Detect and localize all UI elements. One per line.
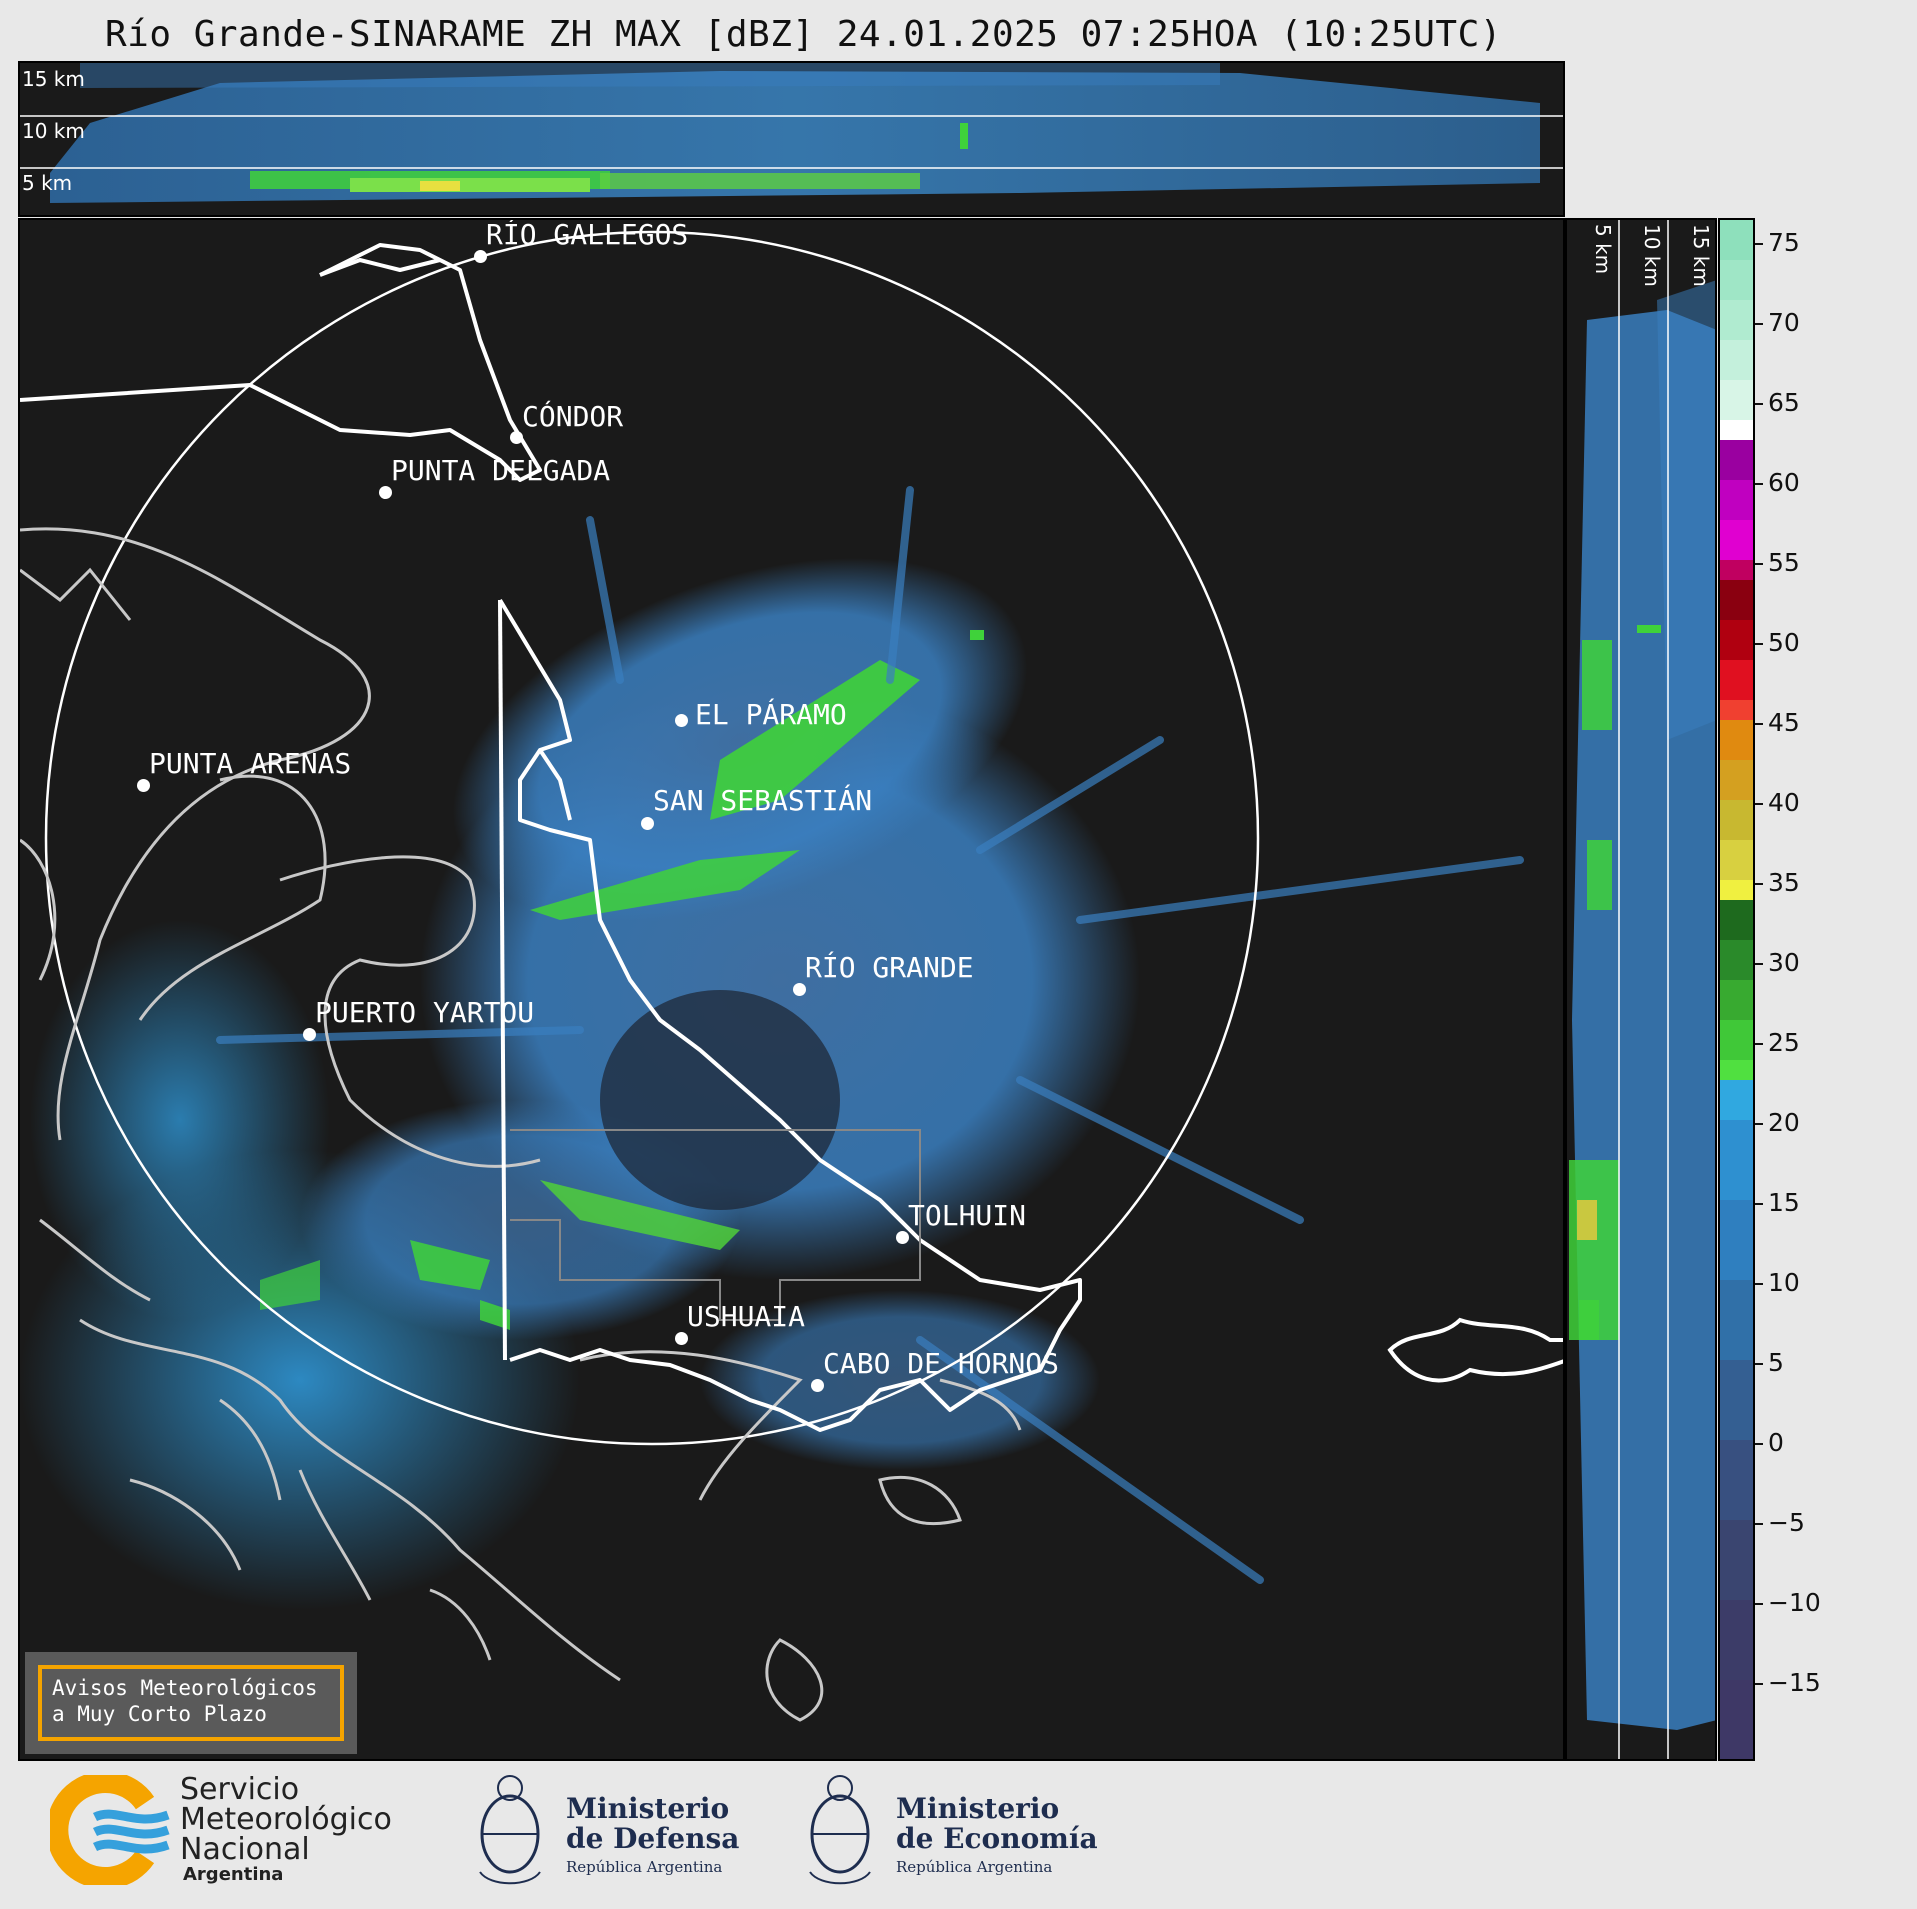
colorbar-tick-30: 30 [1768, 948, 1800, 977]
city-label-cabo-de-hornos: CABO DE HORNOS [823, 1347, 1060, 1380]
smn-logo: Servicio Meteorológico Nacional Argentin… [50, 1775, 420, 1885]
colorbar-tick-0: 0 [1768, 1428, 1784, 1457]
colorbar-tick-40: 40 [1768, 788, 1800, 817]
height-label-15km: 15 km [22, 67, 85, 91]
city-label-punta-delgada: PUNTA DELGADA [391, 454, 611, 487]
colorbar-tick-60: 60 [1768, 468, 1800, 497]
height-label-5km: 5 km [22, 171, 73, 195]
dbz-colorbar [1718, 218, 1755, 1761]
city-marker-condor [510, 431, 523, 444]
ministerio-economia-logo: Ministerio de Economía República Argenti… [800, 1762, 1100, 1902]
city-marker-ushuaia [675, 1332, 688, 1345]
city-label-tolhuin: TOLHUIN [908, 1199, 1027, 1232]
city-label-rio-grande: RÍO GRANDE [805, 951, 974, 984]
colorbar-tick-minus10: −10 [1768, 1588, 1821, 1617]
warning-label: Avisos Meteorológicos a Muy Corto Plazo [38, 1665, 344, 1741]
colorbar-tick-5: 5 [1768, 1348, 1784, 1377]
coat-of-arms-icon [479, 1775, 541, 1885]
city-marker-puerto-yartou [303, 1028, 316, 1041]
height-label-10km: 10 km [22, 119, 85, 143]
colorbar-tick-75: 75 [1768, 228, 1800, 257]
page-title: Río Grande-SINARAME ZH MAX [dBZ] 24.01.2… [105, 14, 1502, 55]
city-marker-tolhuin [896, 1231, 909, 1244]
side-height-label-5km: 5 km [1591, 224, 1615, 275]
colorbar-tick-70: 70 [1768, 308, 1800, 337]
colorbar-tick-45: 45 [1768, 708, 1800, 737]
city-marker-el-paramo [675, 714, 688, 727]
colorbar-tick-15: 15 [1768, 1188, 1800, 1217]
smn-logo-icon [50, 1775, 170, 1885]
city-label-puerto-yartou: PUERTO YARTOU [315, 996, 535, 1029]
city-label-punta-arenas: PUNTA ARENAS [149, 747, 352, 780]
city-label-el-paramo: EL PÁRAMO [695, 698, 847, 731]
radar-image [20, 230, 1563, 1722]
colorbar-tick-35: 35 [1768, 868, 1800, 897]
colorbar-tick-10: 10 [1768, 1268, 1800, 1297]
colorbar-tick-minus5: −5 [1768, 1508, 1805, 1537]
side-height-label-10km: 10 km [1640, 224, 1664, 287]
ministerio-defensa-logo: Ministerio de Defensa República Argentin… [470, 1762, 750, 1902]
colorbar-tick-20: 20 [1768, 1108, 1800, 1137]
colorbar-tick-50: 50 [1768, 628, 1800, 657]
city-marker-punta-arenas [137, 779, 150, 792]
city-marker-rio-grande [793, 983, 806, 996]
colorbar-tick-55: 55 [1768, 548, 1800, 577]
colorbar-tick-65: 65 [1768, 388, 1800, 417]
warning-box: Avisos Meteorológicos a Muy Corto Plazo [25, 1652, 357, 1754]
colorbar-tick-minus15: −15 [1768, 1668, 1821, 1697]
city-marker-san-sebastian [641, 817, 654, 830]
colorbar-tick-25: 25 [1768, 1028, 1800, 1057]
top-cross-section: 15 km 10 km 5 km [18, 61, 1565, 217]
coat-of-arms-icon [809, 1775, 871, 1885]
city-marker-punta-delgada [379, 486, 392, 499]
city-label-san-sebastian: SAN SEBASTIÁN [653, 784, 873, 817]
city-label-rio-gallegos: RÍO GALLEGOS [486, 218, 689, 251]
radar-ppi-map: RÍO GALLEGOS CÓNDOR PUNTA DELGADA EL PÁR… [18, 218, 1565, 1761]
city-label-ushuaia: USHUAIA [687, 1300, 806, 1333]
side-height-label-15km: 15 km [1689, 224, 1713, 287]
city-marker-cabo-de-hornos [811, 1379, 824, 1392]
city-label-condor: CÓNDOR [522, 400, 624, 433]
side-cross-section: 5 km 10 km 15 km [1565, 218, 1717, 1761]
city-marker-rio-gallegos [474, 250, 487, 263]
